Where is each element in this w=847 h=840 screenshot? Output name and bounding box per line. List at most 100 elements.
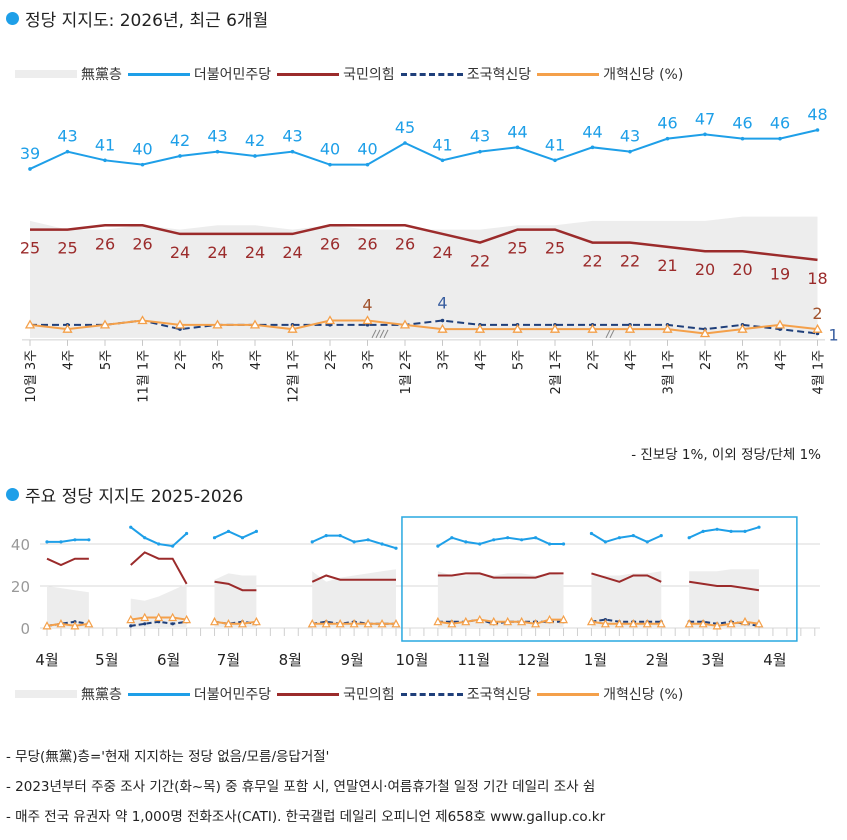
top-chart-title: 정당 지지도: 2026년, 최근 6개월	[6, 6, 268, 31]
data-point	[349, 619, 359, 628]
x-tick-label: 4주	[624, 350, 639, 370]
data-point	[645, 540, 649, 544]
data-point	[489, 616, 499, 626]
data-point	[129, 525, 133, 529]
bottom-title-text: 주요 정당 지지도 2025-2026	[25, 487, 244, 507]
month-label: 3월	[701, 651, 724, 669]
x-tick-label: 4주	[62, 350, 77, 370]
data-point	[178, 154, 182, 158]
data-label: 24	[170, 243, 190, 262]
month-label: 12월	[517, 651, 550, 669]
data-point	[362, 315, 373, 325]
data-point	[531, 619, 541, 628]
data-point	[478, 542, 482, 546]
data-point	[757, 525, 761, 529]
data-point	[433, 616, 443, 626]
data-label: 4	[437, 294, 447, 313]
data-point	[290, 149, 295, 154]
x-tick-label: 2주	[699, 350, 714, 370]
series-line-dem	[29, 129, 818, 170]
x-tick-label: 3주	[437, 350, 452, 370]
data-label: 25	[57, 239, 77, 258]
data-point	[171, 544, 175, 548]
data-point	[223, 619, 233, 628]
month-label: 4월	[35, 651, 58, 669]
data-point	[73, 538, 77, 542]
legend-ppp: 국민의힘	[277, 64, 395, 84]
legend-label: 無黨층	[81, 687, 122, 703]
data-point	[42, 621, 52, 630]
data-point	[698, 619, 708, 628]
series-line-ppp	[591, 572, 662, 583]
legend-nonparty: 無黨층	[15, 64, 122, 84]
x-tick-label: 2주	[324, 350, 339, 370]
nonparty-area	[30, 216, 818, 338]
data-point	[212, 536, 217, 540]
data-point	[137, 315, 148, 325]
month-label: 10월	[396, 651, 429, 669]
data-label: 43	[282, 127, 302, 146]
data-point	[600, 619, 610, 628]
month-label: 9월	[340, 651, 363, 669]
data-point	[210, 616, 220, 626]
series-line-ppp	[689, 580, 760, 592]
data-point	[561, 542, 566, 546]
data-point	[503, 616, 513, 626]
note-3: - 매주 전국 유권자 약 1,000명 전화조사(CATI). 한국갤럽 데일…	[6, 809, 606, 825]
series-line-reform	[437, 618, 564, 625]
data-point	[436, 544, 440, 548]
series-line-ppp	[46, 557, 89, 567]
data-point	[461, 616, 471, 626]
data-label: 41	[95, 135, 115, 154]
legend-cho: 조국혁신당	[400, 684, 531, 704]
legend-label: 더불어민주당	[193, 687, 272, 703]
legend-dem: 더불어민주당	[127, 64, 271, 84]
legend-cho: 조국혁신당	[400, 64, 531, 84]
data-label: 20	[695, 260, 715, 279]
month-label: 6월	[157, 651, 180, 669]
series-line-ppp	[437, 572, 564, 579]
x-tick-label: 4월 1주	[812, 350, 827, 395]
data-point	[534, 536, 538, 540]
data-label: 24	[282, 243, 302, 262]
x-tick-label: 3월 1주	[662, 350, 677, 395]
data-point	[614, 619, 624, 628]
x-tick-label: 4주	[249, 350, 264, 370]
data-point	[740, 136, 745, 141]
data-label: 46	[732, 114, 752, 133]
data-point	[59, 540, 63, 544]
data-label: 43	[207, 127, 227, 146]
data-label: 39	[20, 144, 40, 163]
series-line-reform	[29, 319, 818, 335]
data-point	[774, 319, 786, 329]
data-label: 40	[357, 140, 377, 159]
data-point	[617, 536, 621, 540]
data-point	[547, 542, 552, 546]
data-point	[324, 534, 328, 538]
data-point	[587, 323, 598, 333]
data-point	[253, 154, 257, 158]
data-point	[699, 328, 711, 338]
data-label: 25	[545, 239, 565, 258]
data-label: 18	[807, 269, 827, 288]
data-point	[215, 149, 220, 154]
data-label: 25	[507, 239, 527, 258]
month-label: 8월	[279, 651, 302, 669]
series-line-ppp	[214, 580, 257, 592]
x-tick-label: 11월 1주	[137, 350, 152, 403]
data-point	[628, 149, 632, 154]
x-tick-label: 1월 2주	[399, 350, 414, 395]
nonparty-area	[437, 571, 564, 628]
data-point	[440, 318, 445, 323]
data-point	[391, 619, 401, 628]
data-point	[754, 619, 764, 628]
data-point	[478, 149, 482, 154]
data-point	[517, 616, 527, 626]
data-label: 40	[132, 140, 152, 159]
x-tick-label: 10월 3주	[24, 350, 39, 403]
data-label: 41	[432, 135, 452, 154]
bullet-icon	[6, 12, 19, 25]
nonparty-area	[689, 569, 759, 628]
nonparty-area	[214, 573, 257, 628]
series-line-cho	[46, 620, 90, 627]
